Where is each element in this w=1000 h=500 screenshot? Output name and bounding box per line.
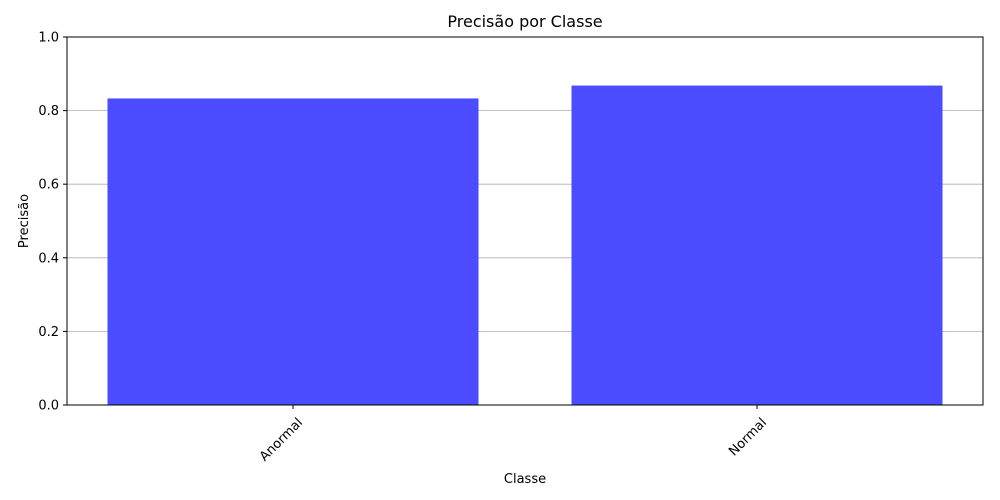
- x-axis-label: Classe: [504, 472, 546, 487]
- y-axis-label: Precisão: [17, 194, 32, 248]
- plot-frame: [66, 36, 984, 406]
- bar-anormal: [107, 98, 479, 406]
- x-axis-ticks: Anormal Normal: [257, 405, 770, 465]
- y-tick-label: 0.4: [38, 251, 59, 266]
- x-tick-label-normal: Normal: [726, 415, 770, 459]
- y-tick-label: 0.0: [38, 399, 59, 414]
- y-axis-ticks: 0.0 0.2 0.4 0.6 0.8 1.0: [38, 31, 67, 414]
- x-tick-label-anormal: Anormal: [257, 415, 306, 464]
- y-tick-label: 0.6: [38, 178, 59, 193]
- chart-title: Precisão por Classe: [447, 12, 602, 31]
- y-tick-label: 1.0: [38, 31, 59, 46]
- bar-normal: [571, 85, 943, 406]
- y-tick-label: 0.8: [38, 104, 59, 119]
- bars: [107, 85, 943, 406]
- y-tick-label: 0.2: [38, 325, 59, 340]
